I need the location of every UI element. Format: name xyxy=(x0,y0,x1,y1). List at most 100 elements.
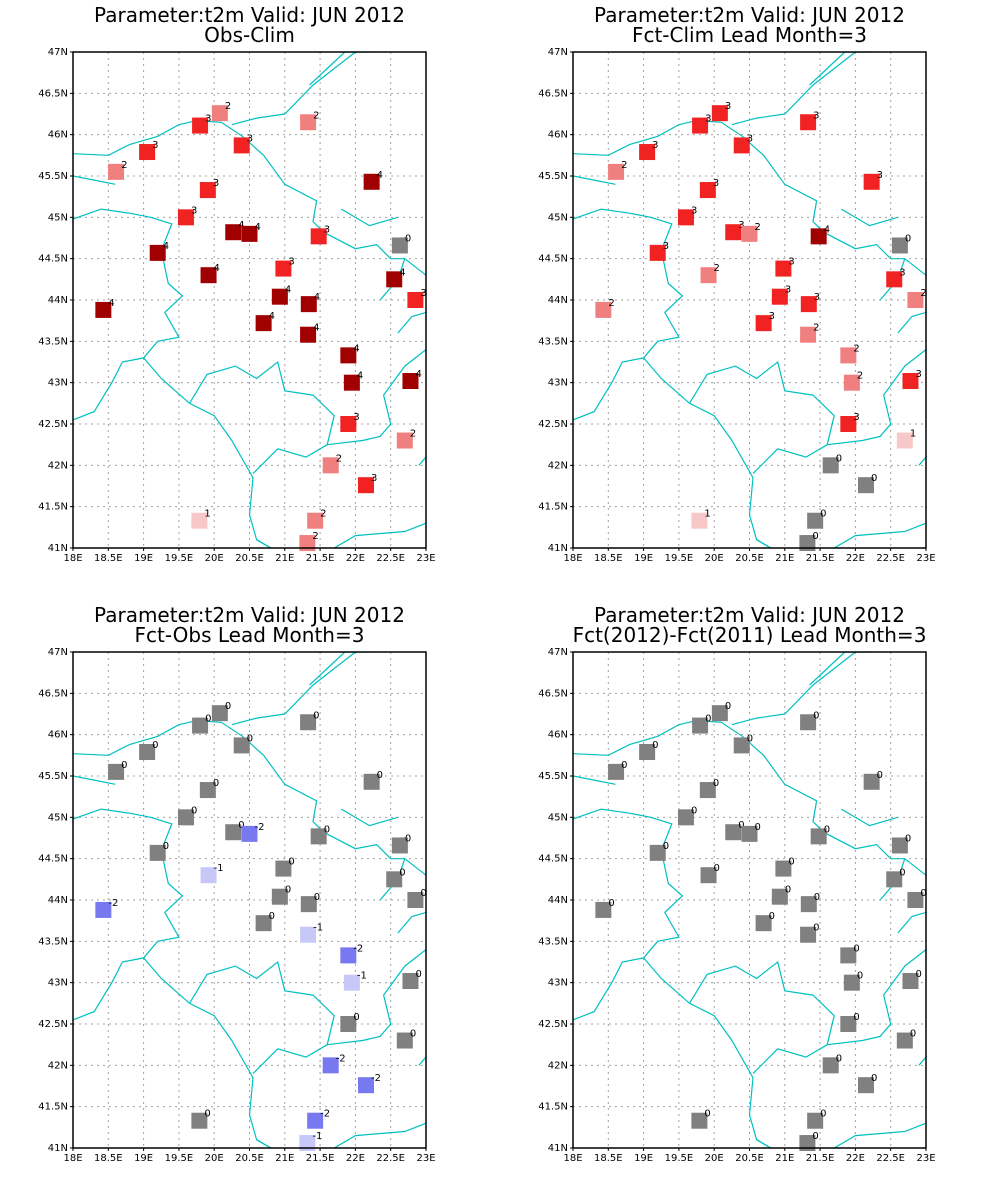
country-border xyxy=(397,311,426,334)
country-border xyxy=(573,808,684,1021)
station-value-label: 4 xyxy=(163,241,169,252)
x-tick-label: 20E xyxy=(205,1153,224,1164)
station-value-label: 4 xyxy=(377,170,383,181)
station-value-label: 2 xyxy=(853,343,859,354)
station-value-label: 0 xyxy=(910,1029,916,1040)
y-tick-label: 45.5N xyxy=(38,171,68,182)
y-tick-label: 45N xyxy=(548,212,568,223)
station-marker xyxy=(639,144,656,161)
x-tick-label: 22E xyxy=(846,553,865,564)
station-value-label: 0 xyxy=(747,733,753,744)
station-value-label: 1 xyxy=(704,509,710,520)
y-tick-label: 42N xyxy=(48,460,68,471)
station-marker xyxy=(896,1032,913,1049)
y-tick-label: 42N xyxy=(548,460,568,471)
station-value-label: 0 xyxy=(205,714,211,725)
station-marker xyxy=(211,705,228,722)
station-value-label: 4 xyxy=(285,285,291,296)
station-marker xyxy=(271,888,288,905)
station-value-label: 4 xyxy=(238,220,244,231)
station-value-label: 0 xyxy=(871,1073,877,1084)
station-value-label: -2 xyxy=(255,822,265,833)
station-value-label: 4 xyxy=(255,222,261,233)
x-tick-label: 21E xyxy=(275,553,294,564)
y-tick-label: 41.5N xyxy=(38,1102,68,1113)
x-tick-label: 22.5E xyxy=(876,553,905,564)
station-value-label: 3 xyxy=(814,292,820,303)
station-value-label: 0 xyxy=(853,943,859,954)
station-marker xyxy=(396,1032,413,1049)
x-tick-label: 20.5E xyxy=(735,1153,764,1164)
country-border xyxy=(827,949,926,1046)
station-marker xyxy=(108,763,125,780)
station-value-label: 0 xyxy=(191,805,197,816)
station-value-label: 1 xyxy=(204,509,210,520)
station-marker xyxy=(255,915,272,932)
station-value-label: 0 xyxy=(405,233,411,244)
y-tick-label: 42.5N xyxy=(38,419,68,430)
country-border xyxy=(340,808,398,827)
country-border xyxy=(809,652,870,686)
station-marker xyxy=(608,163,625,180)
x-tick-label: 23E xyxy=(916,553,935,564)
station-value-label: 0 xyxy=(313,710,319,721)
station-marker xyxy=(733,137,750,154)
map-panel-fct-diff: Parameter:t2m Valid: JUN 2012Fct(2012)-F… xyxy=(538,603,935,1164)
station-marker xyxy=(402,373,419,390)
station-value-label: 4 xyxy=(399,267,405,278)
x-tick-label: 22E xyxy=(346,553,365,564)
country-border xyxy=(418,456,426,466)
x-tick-label: 18.5E xyxy=(94,1153,123,1164)
y-tick-label: 45N xyxy=(48,212,68,223)
station-marker xyxy=(108,163,125,180)
station-marker xyxy=(886,271,903,288)
station-value-label: 0 xyxy=(621,760,627,771)
y-tick-label: 46.5N xyxy=(538,88,568,99)
station-value-label: 3 xyxy=(713,178,719,189)
x-tick-label: 22E xyxy=(346,1153,365,1164)
station-value-label: 4 xyxy=(214,263,220,274)
country-border xyxy=(256,1122,426,1148)
station-value-label: 0 xyxy=(204,1109,210,1120)
station-value-label: 0 xyxy=(785,885,791,896)
station-marker xyxy=(775,260,792,277)
country-border xyxy=(840,808,898,827)
station-value-label: 2 xyxy=(121,160,127,171)
station-marker xyxy=(800,326,817,343)
station-marker xyxy=(200,267,217,284)
station-value-label: 4 xyxy=(415,369,421,380)
station-value-label: -2 xyxy=(108,898,118,909)
station-value-label: 0 xyxy=(812,531,818,542)
station-value-label: 2 xyxy=(336,453,342,464)
station-marker xyxy=(310,828,327,845)
y-tick-label: 46.5N xyxy=(38,88,68,99)
station-marker xyxy=(241,225,258,242)
y-tick-label: 41N xyxy=(548,1143,568,1154)
x-tick-label: 18.5E xyxy=(94,553,123,564)
y-tick-label: 43N xyxy=(548,378,568,389)
station-marker xyxy=(822,457,839,474)
x-tick-label: 18E xyxy=(63,1153,82,1164)
y-tick-label: 43.5N xyxy=(538,936,568,947)
station-marker xyxy=(725,824,742,841)
country-border xyxy=(397,911,426,934)
y-tick-label: 41.5N xyxy=(538,1102,568,1113)
country-border xyxy=(73,775,116,785)
station-value-label: 0 xyxy=(238,820,244,831)
station-value-label: 3 xyxy=(247,133,253,144)
x-tick-label: 18E xyxy=(563,553,582,564)
y-tick-label: 41.5N xyxy=(38,502,68,513)
station-value-label: 0 xyxy=(820,1109,826,1120)
station-marker xyxy=(307,512,324,529)
country-border xyxy=(731,52,856,126)
station-value-label: 2 xyxy=(714,263,720,274)
country-border xyxy=(143,957,272,1148)
country-border xyxy=(731,652,856,726)
station-value-label: 0 xyxy=(288,857,294,868)
country-border xyxy=(688,360,835,475)
country-border xyxy=(643,957,772,1148)
station-marker xyxy=(755,915,772,932)
x-tick-label: 20.5E xyxy=(735,553,764,564)
